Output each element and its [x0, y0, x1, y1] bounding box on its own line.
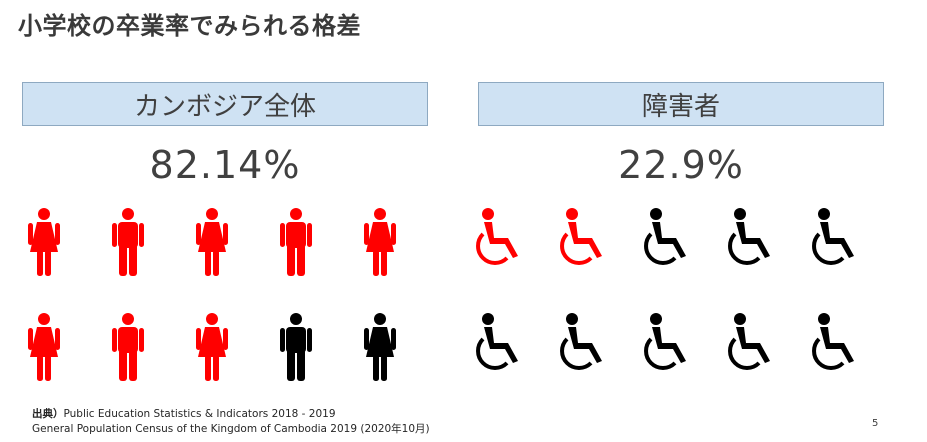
- icon-row: [476, 208, 888, 313]
- wheelchair-icon: [806, 208, 866, 288]
- wheelchair-icon: [806, 313, 866, 393]
- panel-disabled: 障害者 22.9%: [476, 0, 888, 442]
- pictogram-grid-disabled: [476, 208, 888, 418]
- icon-row: [476, 313, 888, 418]
- male-icon: [98, 313, 158, 393]
- wheelchair-icon: [470, 208, 530, 288]
- wheelchair-icon: [470, 313, 530, 393]
- source-line-1: 出典）Public Education Statistics & Indicat…: [32, 407, 430, 422]
- female-icon: [350, 313, 410, 393]
- panel-cambodia-overall: カンボジア全体 82.14%: [22, 0, 432, 442]
- wheelchair-icon: [638, 208, 698, 288]
- page-title: 小学校の卒業率でみられる格差: [18, 12, 361, 40]
- source-text-1: Public Education Statistics & Indicators…: [63, 408, 336, 420]
- female-icon: [350, 208, 410, 288]
- wheelchair-icon: [554, 313, 614, 393]
- wheelchair-icon: [722, 313, 782, 393]
- pictogram-grid-overall: [22, 208, 432, 418]
- female-icon: [182, 313, 242, 393]
- source-label: 出典）: [32, 408, 64, 420]
- wheelchair-icon: [638, 313, 698, 393]
- male-icon: [266, 208, 326, 288]
- wheelchair-icon: [722, 208, 782, 288]
- female-icon: [14, 313, 74, 393]
- panel-header-disabled: 障害者: [478, 82, 884, 126]
- wheelchair-icon: [554, 208, 614, 288]
- female-icon: [14, 208, 74, 288]
- icon-row: [22, 313, 432, 418]
- icon-row: [22, 208, 432, 313]
- page-number: 5: [872, 418, 879, 429]
- source-footer: 出典）Public Education Statistics & Indicat…: [32, 407, 430, 437]
- female-icon: [182, 208, 242, 288]
- panel-header-cambodia-overall: カンボジア全体: [22, 82, 428, 126]
- male-icon: [98, 208, 158, 288]
- graduation-rate-disabled: 22.9%: [618, 143, 744, 187]
- male-icon: [266, 313, 326, 393]
- source-line-2: General Population Census of the Kingdom…: [32, 423, 430, 435]
- graduation-rate-overall: 82.14%: [149, 143, 301, 187]
